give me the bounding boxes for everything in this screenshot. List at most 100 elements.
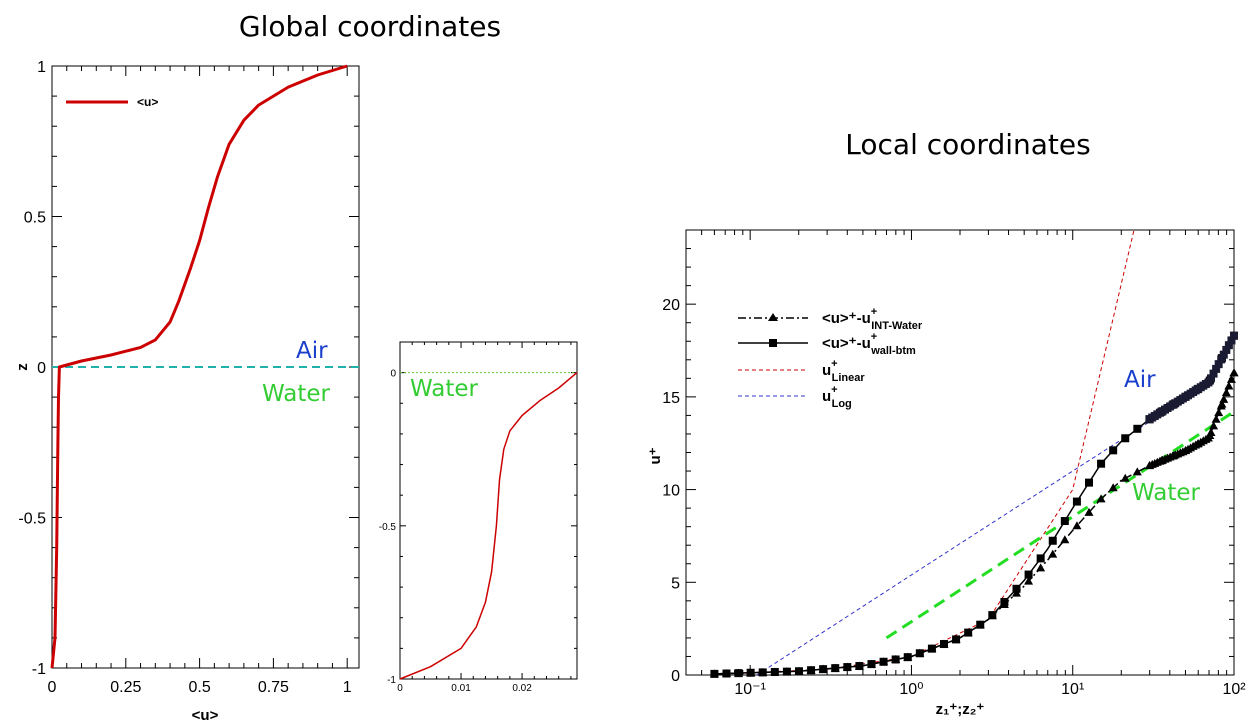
wall-btm-square-marker bbox=[964, 628, 973, 637]
wall-btm-square-marker bbox=[1227, 336, 1236, 345]
global-y-tick-label: -1 bbox=[32, 661, 46, 678]
legend-entry-label: <u>⁺-u+ wall-btm bbox=[822, 331, 916, 357]
inset-x-tick-label: 0.01 bbox=[451, 683, 471, 694]
global-y-tick-label: 0 bbox=[37, 360, 46, 377]
wall-btm-square-marker bbox=[1217, 355, 1226, 364]
global-x-axis-label: <u> bbox=[192, 707, 219, 723]
wall-btm-square-marker bbox=[782, 667, 791, 676]
wall-btm-square-marker bbox=[710, 669, 719, 678]
wall-btm-square-marker bbox=[1212, 364, 1221, 373]
wall-btm-square-marker bbox=[1222, 345, 1231, 354]
wall-btm-square-marker bbox=[1207, 374, 1216, 383]
local-y-tick-label: 15 bbox=[662, 390, 680, 407]
inset-water-annotation: Water bbox=[410, 376, 479, 402]
wall-btm-square-marker bbox=[1060, 517, 1069, 526]
local-series bbox=[709, 229, 1239, 678]
wall-btm-square-marker bbox=[722, 669, 731, 678]
inset-chart: 0 0.01 0.02 -1 -0.5 0 Water bbox=[379, 341, 578, 694]
int-water-triangle-marker bbox=[1048, 549, 1058, 558]
wall-btm-square-marker bbox=[831, 664, 840, 673]
global-y-tick-label: 0.5 bbox=[24, 210, 46, 227]
wall-btm-square-marker bbox=[915, 649, 924, 658]
int-water-triangle-marker bbox=[1132, 467, 1142, 476]
wall-btm-square-marker bbox=[1048, 536, 1057, 545]
local-air-annotation: Air bbox=[1124, 367, 1156, 393]
inset-x-tick-label: 0.02 bbox=[512, 683, 532, 694]
wall-btm-square-marker bbox=[1204, 378, 1213, 387]
int-water-triangle-marker bbox=[1036, 563, 1046, 572]
local-y-tick-label: 20 bbox=[662, 297, 680, 314]
wall-btm-square-marker bbox=[770, 668, 779, 677]
global-x-tick-label: 0.5 bbox=[188, 679, 210, 696]
wall-btm-square-marker bbox=[1230, 331, 1238, 340]
int-water-triangle-marker bbox=[1206, 428, 1216, 437]
int-water-triangle-marker bbox=[1209, 421, 1219, 430]
wall-btm-square-marker bbox=[1012, 584, 1021, 593]
wall-btm-square-marker bbox=[855, 662, 864, 671]
wall-btm-square-marker bbox=[746, 668, 755, 677]
wall-btm-square-marker bbox=[867, 660, 876, 669]
int-water-triangle-marker bbox=[1211, 414, 1221, 423]
wall-btm-square-marker bbox=[1214, 360, 1223, 369]
global-x-tick-label: 0.75 bbox=[258, 679, 289, 696]
wall-btm-square-marker bbox=[1109, 446, 1118, 455]
global-x-tick-label: 0.25 bbox=[110, 679, 141, 696]
local-chart: 10⁻¹ 10⁰ 10¹ 10² 0 5 10 15 20 <u>⁺-u+ INT-Water<u… bbox=[647, 229, 1246, 718]
wall-btm-square-marker bbox=[1036, 554, 1045, 563]
wall-btm-square-marker bbox=[891, 655, 900, 664]
local-y-tick-label: 5 bbox=[671, 575, 680, 592]
wall-btm-square-marker bbox=[939, 640, 948, 649]
int-water-triangle-marker bbox=[1224, 381, 1234, 390]
inset-u-profile-line bbox=[399, 372, 578, 680]
wall-btm-square-marker bbox=[819, 665, 828, 674]
int-water-triangle-marker bbox=[1096, 494, 1106, 503]
wall-btm-square-marker bbox=[1219, 350, 1228, 359]
legend-square-marker bbox=[769, 339, 777, 347]
global-y-tick-label: -0.5 bbox=[18, 511, 46, 528]
wall-btm-square-marker bbox=[1209, 369, 1218, 378]
int-water-triangle-marker bbox=[1214, 408, 1224, 417]
int-water-triangle-marker bbox=[1024, 576, 1034, 585]
wall-btm-square-marker bbox=[879, 657, 888, 666]
local-ticks: 10⁻¹ 10⁰ 10¹ 10² 0 5 10 15 20 bbox=[662, 230, 1246, 698]
inset-y-tick-label: -1 bbox=[387, 675, 396, 686]
wall-btm-square-marker bbox=[988, 611, 997, 620]
wall-btm-square-marker bbox=[1097, 459, 1106, 468]
inset-x-tick-label: 0 bbox=[397, 683, 403, 694]
global-y-axis-label: z bbox=[14, 363, 31, 371]
wall-btm-square-marker bbox=[1133, 424, 1142, 433]
local-water-annotation: Water bbox=[1132, 480, 1201, 506]
int-water-triangle-marker bbox=[1216, 401, 1226, 410]
int-water-triangle-marker bbox=[1120, 473, 1130, 482]
linear-law-line bbox=[714, 229, 1135, 675]
global-y-tick-label: 1 bbox=[37, 59, 46, 76]
wall-btm-square-marker bbox=[843, 663, 852, 672]
wall-btm-square-marker bbox=[903, 653, 912, 662]
wall-btm-square-marker bbox=[1224, 341, 1233, 350]
wall-btm-square-marker bbox=[1024, 570, 1033, 579]
air-annotation: Air bbox=[296, 338, 328, 364]
global-ticks: 0 0.25 0.5 0.75 1 -1 -0.5 0 0.5 1 bbox=[18, 59, 359, 696]
int-water-triangle-marker bbox=[1203, 433, 1213, 442]
local-x-tick-label: 10⁻¹ bbox=[734, 681, 766, 698]
int-water-triangle-marker bbox=[1226, 374, 1236, 383]
local-x-tick-label: 10¹ bbox=[1061, 681, 1084, 698]
legend-entry-label: <u>⁺-u+ INT-Water bbox=[822, 306, 923, 332]
inset-y-tick-label: -0.5 bbox=[379, 522, 397, 533]
local-title: Local coordinates bbox=[845, 128, 1090, 161]
water-annotation: Water bbox=[262, 381, 331, 407]
wall-btm-square-marker bbox=[794, 667, 803, 676]
wall-btm-square-marker bbox=[952, 635, 961, 644]
wall-btm-square-marker bbox=[1000, 597, 1009, 606]
global-chart: 0 0.25 0.5 0.75 1 -1 -0.5 0 0.5 1 <u> Air Water <… bbox=[14, 59, 361, 723]
inset-y-tick-label: 0 bbox=[390, 369, 396, 380]
int-water-triangle-marker bbox=[1229, 368, 1239, 377]
global-title: Global coordinates bbox=[239, 10, 501, 43]
wall-btm-square-marker bbox=[1121, 434, 1130, 443]
global-x-tick-label: 0 bbox=[48, 679, 57, 696]
local-x-tick-label: 10⁰ bbox=[899, 681, 923, 698]
global-x-tick-label: 1 bbox=[343, 679, 352, 696]
int-water-triangle-marker bbox=[1072, 521, 1082, 530]
global-u-profile-line bbox=[50, 64, 348, 669]
